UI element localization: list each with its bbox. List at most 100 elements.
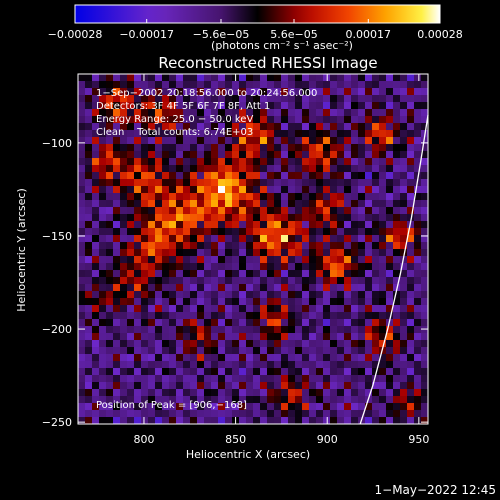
heatmap-cell [211,200,219,208]
heatmap-cell [386,263,394,271]
heatmap-cell [372,151,380,159]
heatmap-cell [302,165,310,173]
heatmap-cell [190,109,198,117]
heatmap-cell [127,228,135,236]
heatmap-cell [344,116,352,124]
heatmap-cell [253,186,261,194]
heatmap-cell [288,312,296,320]
heatmap-cell [85,179,93,187]
heatmap-cell [190,249,198,257]
heatmap-cell [225,214,233,222]
heatmap-cell [309,312,317,320]
heatmap-cell [414,137,422,145]
heatmap-cell [99,95,107,103]
heatmap-cell [78,102,86,110]
heatmap-cell [393,214,401,222]
heatmap-cell [78,144,86,152]
heatmap-cell [351,158,359,166]
heatmap-cell [78,333,86,341]
heatmap-cell [330,368,338,376]
heatmap-cell [407,193,415,201]
heatmap-cell [358,242,366,250]
heatmap-cell [106,389,114,397]
heatmap-cell [323,200,331,208]
heatmap-cell [197,263,205,271]
heatmap-cell [120,88,128,96]
heatmap-cell [323,137,331,145]
heatmap-cell [239,109,247,117]
heatmap-cell [78,305,86,313]
heatmap-cell [92,88,100,96]
heatmap-cell [169,249,177,257]
heatmap-cell [204,130,212,138]
heatmap-cell [78,74,86,82]
heatmap-cell [260,340,268,348]
heatmap-cell [190,74,198,82]
heatmap-cell [316,396,324,404]
heatmap-cell [197,151,205,159]
heatmap-cell [302,158,310,166]
heatmap-cell [400,137,408,145]
heatmap-cell [288,333,296,341]
heatmap-cell [78,319,86,327]
heatmap-cell [78,214,86,222]
heatmap-cell [204,256,212,264]
heatmap-cell [351,249,359,257]
heatmap-cell [197,193,205,201]
heatmap-cell [253,165,261,173]
heatmap-cell [211,389,219,397]
heatmap-cell [379,242,387,250]
heatmap-cell [253,228,261,236]
heatmap-cell [218,396,226,404]
heatmap-cell [197,312,205,320]
heatmap-cell [253,389,261,397]
heatmap-cell [155,396,163,404]
heatmap-cell [239,200,247,208]
heatmap-cell [414,151,422,159]
heatmap-cell [295,417,303,425]
heatmap-cell [302,207,310,215]
heatmap-cell [414,347,422,355]
heatmap-cell [141,410,149,418]
heatmap-cell [351,102,359,110]
heatmap-cell [393,151,401,159]
heatmap-cell [190,326,198,334]
heatmap-cell [274,207,282,215]
heatmap-cell [295,389,303,397]
heatmap-cell [239,354,247,362]
heatmap-cell [393,102,401,110]
heatmap-cell [323,340,331,348]
heatmap-cell [414,340,422,348]
heatmap-cell [267,186,275,194]
heatmap-cell [351,340,359,348]
heatmap-cell [260,165,268,173]
heatmap-cell [330,207,338,215]
heatmap-cell [106,144,114,152]
heatmap-cell [344,298,352,306]
heatmap-cell [232,340,240,348]
heatmap-cell [309,368,317,376]
heatmap-cell [316,361,324,369]
heatmap-cell [225,249,233,257]
heatmap-cell [316,235,324,243]
heatmap-cell [288,186,296,194]
heatmap-cell [337,123,345,131]
heatmap-cell [113,417,121,425]
heatmap-cell [337,270,345,278]
heatmap-cell [400,298,408,306]
heatmap-cell [78,354,86,362]
heatmap-cell [204,221,212,229]
heatmap-cell [113,256,121,264]
heatmap-cell [316,165,324,173]
heatmap-cell [197,116,205,124]
heatmap-cell [246,382,254,390]
heatmap-cell [309,144,317,152]
heatmap-cell [78,410,86,418]
heatmap-cell [421,263,429,271]
heatmap-cell [162,291,170,299]
heatmap-cell [393,361,401,369]
y-axis: −100−150−200−250 [42,137,428,429]
heatmap-cell [344,396,352,404]
heatmap-cell [197,403,205,411]
heatmap-cell [372,284,380,292]
